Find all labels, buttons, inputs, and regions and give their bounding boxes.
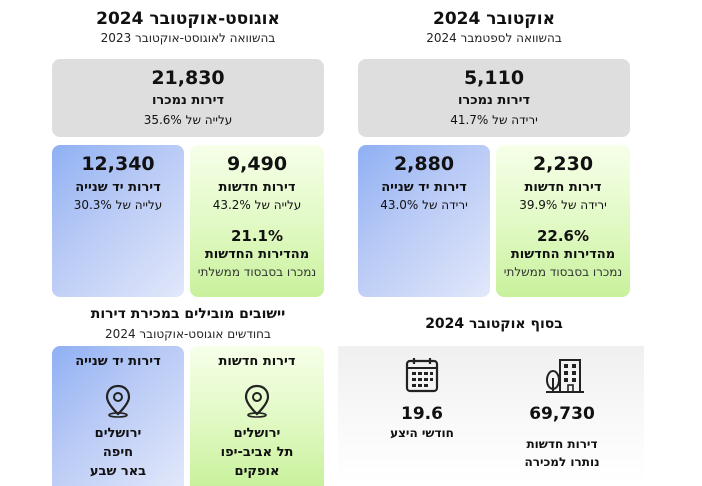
right-new-share: 22.6% xyxy=(536,227,590,245)
left-total-card: 21,830 דירות נמכרו עלייה של 35.6% xyxy=(52,59,324,137)
leading-second-hand-label: דירות יד שנייה xyxy=(75,354,161,369)
left-new-change: עלייה של 43.2% xyxy=(212,198,302,212)
right-total-card: 5,110 דירות נמכרו ירידה של 41.7% xyxy=(358,59,630,137)
right-second-hand-card: 2,880 דירות יד שנייה ירידה של 43.0% xyxy=(358,145,490,297)
left-second-hand-card: 12,340 דירות יד שנייה עלייה של 30.3% xyxy=(52,145,184,297)
leading-subtitle: בחודשים אוגוסט-אוקטובר 2024 xyxy=(105,327,271,341)
building-icon xyxy=(544,356,586,400)
leading-second-hand-city-1: ירושלים xyxy=(94,426,142,441)
right-new-share-label: מהדירות החדשות xyxy=(510,247,616,262)
right-new-share-note: נמכרו בסבסוד ממשלתי xyxy=(503,265,623,279)
end-oct-months-value: 19.6 xyxy=(401,404,443,424)
left-total-value: 21,830 xyxy=(151,67,225,89)
right-new-value: 2,230 xyxy=(532,153,594,175)
leading-new-label: דירות חדשות xyxy=(218,354,296,369)
right-second-hand-change: ירידה של 43.0% xyxy=(380,198,468,212)
leading-second-hand-city-2: חיפה xyxy=(102,445,134,460)
end-oct-units-label-2: נותרו למכירה xyxy=(524,455,600,469)
left-new-share-label: מהדירות החדשות xyxy=(204,247,310,262)
leading-new-card: דירות חדשות ירושלים תל אביב-יפו אופקים xyxy=(190,346,324,486)
leading-new-city-2: תל אביב-יפו xyxy=(220,445,294,460)
right-second-hand-label: דירות יד שנייה xyxy=(381,180,467,195)
right-new-change: ירידה של 39.9% xyxy=(519,198,607,212)
right-section-title: אוקטובר 2024 xyxy=(433,9,555,29)
map-pin-icon xyxy=(241,384,273,422)
right-section-subtitle: בהשוואה לספטמבר 2024 xyxy=(426,31,562,45)
left-total-label: דירות נמכרו xyxy=(151,93,225,108)
end-oct-units-value: 69,730 xyxy=(529,404,595,424)
leading-second-hand-card: דירות יד שנייה ירושלים חיפה באר שבע xyxy=(52,346,184,486)
end-oct-months-label: חודשי היצע xyxy=(390,426,454,440)
leading-new-city-3: אופקים xyxy=(234,464,280,479)
calendar-icon xyxy=(404,356,440,398)
right-total-label: דירות נמכרו xyxy=(457,93,531,108)
leading-new-city-1: ירושלים xyxy=(233,426,281,441)
left-section-title: אוגוסט-אוקטובר 2024 xyxy=(96,9,280,29)
left-second-hand-value: 12,340 xyxy=(81,153,155,175)
left-new-share: 21.1% xyxy=(230,227,284,245)
right-new-card: 2,230 דירות חדשות ירידה של 39.9% 22.6% מ… xyxy=(496,145,630,297)
left-new-value: 9,490 xyxy=(226,153,288,175)
left-second-hand-label: דירות יד שנייה xyxy=(75,180,161,195)
end-oct-title: בסוף אוקטובר 2024 xyxy=(425,316,563,332)
end-oct-panel xyxy=(338,346,644,486)
leading-title: יישובים מובילים במכירת דירות xyxy=(90,306,286,322)
left-new-card: 9,490 דירות חדשות עלייה של 43.2% 21.1% מ… xyxy=(190,145,324,297)
right-second-hand-value: 2,880 xyxy=(393,153,455,175)
leading-second-hand-city-3: באר שבע xyxy=(89,464,147,479)
right-total-change: ירידה של 41.7% xyxy=(450,113,538,127)
right-new-label: דירות חדשות xyxy=(524,180,602,195)
left-section-subtitle: בהשוואה לאוגוסט-אוקטובר 2023 xyxy=(100,31,276,45)
left-new-label: דירות חדשות xyxy=(218,180,296,195)
map-pin-icon xyxy=(102,384,134,422)
left-new-share-note: נמכרו בסבסוד ממשלתי xyxy=(197,265,317,279)
left-second-hand-change: עלייה של 30.3% xyxy=(73,198,163,212)
left-total-change: עלייה של 35.6% xyxy=(143,113,233,127)
end-oct-units-label-1: דירות חדשות xyxy=(526,437,598,451)
right-total-value: 5,110 xyxy=(463,67,525,89)
